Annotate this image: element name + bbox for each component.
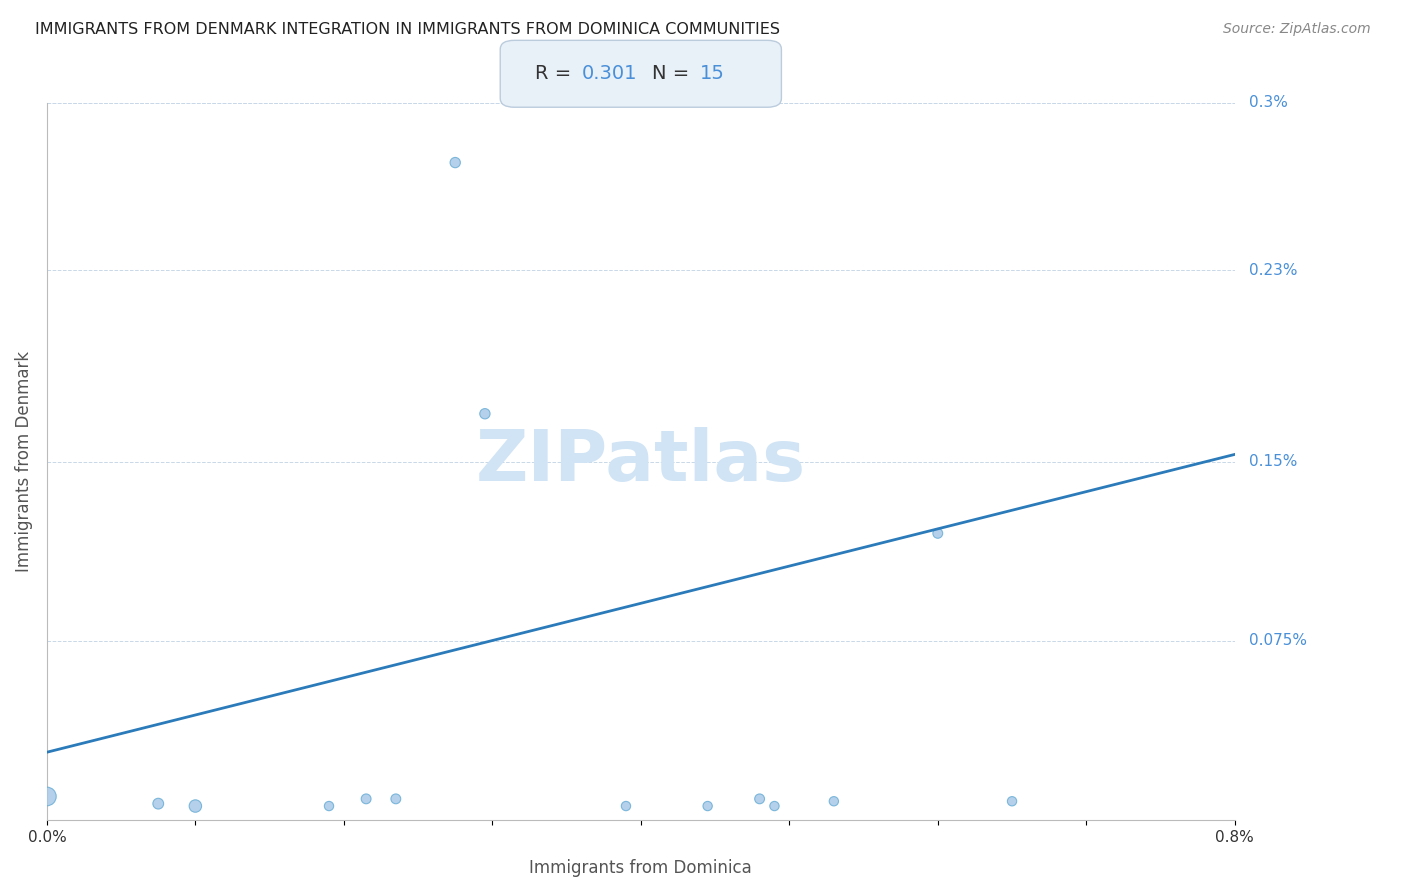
Text: 0.301: 0.301 (582, 64, 637, 83)
Text: R =: R = (536, 64, 578, 83)
Point (696, 799, 718, 814)
Point (354, 792, 377, 806)
Y-axis label: Immigrants from Denmark: Immigrants from Denmark (15, 351, 32, 572)
Point (1001, 794, 1024, 808)
Point (35, 789, 58, 804)
Text: ZIPatlas: ZIPatlas (475, 427, 806, 496)
Point (148, 797, 170, 811)
Point (748, 792, 770, 806)
Text: 0.075%: 0.075% (1249, 633, 1306, 648)
Point (927, 526, 949, 541)
X-axis label: Immigrants from Dominica: Immigrants from Dominica (530, 859, 752, 877)
Point (385, 792, 408, 806)
Text: Source: ZipAtlas.com: Source: ZipAtlas.com (1223, 22, 1371, 37)
Text: 0.23%: 0.23% (1249, 263, 1298, 277)
Text: IMMIGRANTS FROM DENMARK INTEGRATION IN IMMIGRANTS FROM DOMINICA COMMUNITIES: IMMIGRANTS FROM DENMARK INTEGRATION IN I… (35, 22, 780, 37)
Point (474, 407, 496, 421)
Text: 0.3%: 0.3% (1249, 95, 1288, 111)
Text: 0.15%: 0.15% (1249, 454, 1296, 469)
Point (763, 799, 786, 814)
Point (823, 794, 845, 808)
Text: 15: 15 (700, 64, 724, 83)
Text: N =: N = (652, 64, 696, 83)
Point (444, 155, 467, 169)
Point (318, 799, 340, 814)
Point (614, 799, 637, 814)
Point (184, 799, 207, 814)
